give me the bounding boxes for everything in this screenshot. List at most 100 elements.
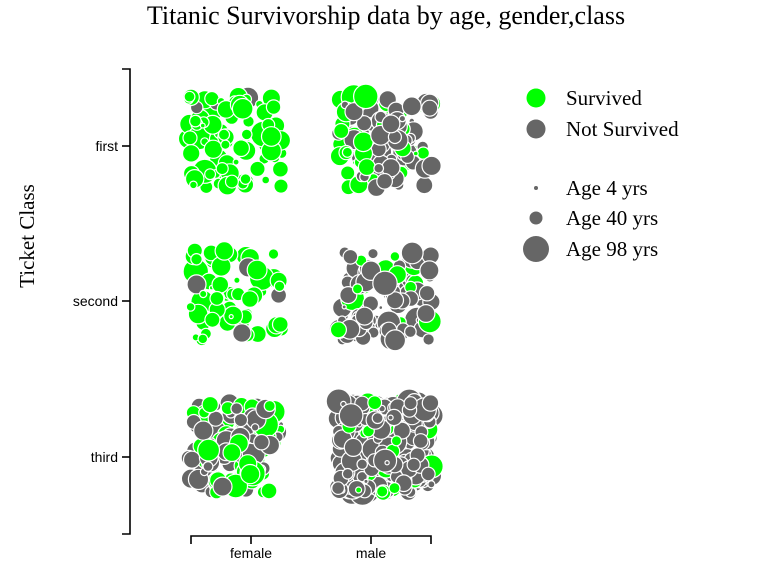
not-survived-bubble bbox=[355, 115, 373, 132]
survived-bubble bbox=[341, 146, 353, 158]
not-survived-bubble bbox=[371, 412, 384, 425]
y-tick-label-first: first bbox=[95, 138, 118, 154]
survived-bubble bbox=[240, 128, 253, 141]
survived-bubble bbox=[390, 435, 402, 447]
not-survived-bubble bbox=[373, 162, 385, 174]
survived-bubble bbox=[204, 90, 220, 107]
not-survived-bubble bbox=[212, 476, 233, 497]
survived-bubble bbox=[351, 283, 364, 295]
x-tick-label-female: female bbox=[230, 545, 272, 561]
survived-bubble bbox=[352, 83, 379, 110]
survived-bubble bbox=[197, 333, 209, 345]
survived-bubble bbox=[182, 130, 198, 146]
bubble-group-female-third bbox=[180, 393, 288, 500]
survived-bubble bbox=[261, 175, 271, 185]
survived-bubble bbox=[263, 399, 276, 413]
survived-bubble bbox=[240, 290, 259, 309]
not-survived-bubble bbox=[233, 412, 249, 428]
not-survived-bubble bbox=[385, 291, 405, 310]
not-survived-bubble bbox=[384, 460, 390, 466]
survived-bubble bbox=[190, 252, 203, 266]
not-survived-bubble bbox=[230, 402, 244, 416]
legend-swatch-survived bbox=[526, 88, 546, 108]
legend-swatch-not-survived bbox=[526, 119, 546, 139]
not-survived-bubble bbox=[418, 284, 436, 302]
not-survived-bubble bbox=[384, 329, 407, 352]
legend-size-swatch-4 bbox=[534, 186, 538, 190]
survived-bubble bbox=[249, 160, 266, 178]
not-survived-bubble bbox=[381, 114, 401, 134]
survived-bubble bbox=[185, 302, 196, 312]
not-survived-bubble bbox=[341, 304, 347, 310]
not-survived-bubble bbox=[412, 433, 429, 449]
not-survived-bubble bbox=[400, 241, 424, 265]
legend-size-swatch-40 bbox=[529, 211, 543, 225]
not-survived-bubble bbox=[342, 248, 359, 265]
survived-bubble bbox=[273, 178, 289, 194]
survived-bubble bbox=[199, 122, 206, 129]
not-survived-bubble bbox=[354, 306, 375, 326]
not-survived-bubble bbox=[373, 448, 398, 473]
survived-bubble bbox=[239, 463, 261, 485]
legend-size-swatch-98 bbox=[523, 236, 549, 262]
not-survived-bubble bbox=[392, 421, 411, 440]
not-survived-bubble bbox=[385, 408, 403, 427]
survived-bubble bbox=[217, 128, 231, 141]
legend-label-not-survived: Not Survived bbox=[566, 117, 679, 141]
survived-bubble bbox=[231, 97, 254, 120]
survived-bubble bbox=[232, 158, 240, 166]
x-axis-line bbox=[190, 535, 432, 544]
survived-bubble bbox=[376, 485, 389, 498]
survived-bubble bbox=[222, 443, 242, 463]
survived-bubble bbox=[357, 158, 376, 177]
survived-bubble bbox=[355, 486, 363, 494]
survived-bubble bbox=[246, 259, 268, 281]
axis-ticks: first second third female male bbox=[73, 138, 387, 561]
not-survived-bubble bbox=[419, 260, 440, 281]
not-survived-bubble bbox=[406, 457, 421, 472]
legend-size-label-40: Age 40 yrs bbox=[566, 206, 658, 230]
survived-bubble bbox=[181, 144, 201, 163]
legend-label-survived: Survived bbox=[566, 86, 642, 110]
chart-title: Titanic Survivorship data by age, gender… bbox=[147, 1, 625, 30]
legend-size-label-4: Age 4 yrs bbox=[566, 176, 648, 200]
survived-bubble bbox=[224, 174, 239, 189]
not-survived-bubble bbox=[372, 270, 398, 297]
not-survived-bubble bbox=[344, 102, 364, 122]
not-survived-bubble bbox=[421, 99, 439, 117]
survived-bubble bbox=[183, 90, 196, 103]
not-survived-bubble bbox=[253, 433, 270, 451]
survived-bubble bbox=[197, 438, 221, 462]
bubble-layer bbox=[177, 83, 444, 506]
survived-bubble bbox=[204, 311, 221, 328]
survived-bubble bbox=[389, 251, 401, 262]
not-survived-bubble bbox=[186, 274, 207, 295]
not-survived-bubble bbox=[356, 458, 368, 470]
survived-bubble bbox=[188, 114, 202, 128]
survived-bubble bbox=[211, 275, 230, 294]
survived-bubble bbox=[215, 162, 229, 176]
bubble-group-female-second bbox=[182, 241, 290, 347]
not-survived-bubble bbox=[422, 333, 435, 346]
not-survived-bubble bbox=[404, 325, 417, 339]
y-tick-label-third: third bbox=[91, 449, 118, 465]
not-survived-bubble bbox=[420, 466, 436, 482]
survived-bubble bbox=[198, 289, 208, 299]
not-survived-bubble bbox=[421, 155, 442, 177]
not-survived-bubble bbox=[387, 414, 394, 421]
survived-bubble bbox=[333, 122, 350, 140]
not-survived-bubble bbox=[415, 176, 434, 195]
bubble-group-male-second bbox=[328, 241, 442, 352]
bubble-group-male-third bbox=[325, 388, 444, 506]
not-survived-bubble bbox=[341, 467, 354, 480]
not-survived-bubble bbox=[416, 304, 436, 324]
not-survived-bubble bbox=[338, 403, 364, 428]
x-axis bbox=[190, 535, 432, 544]
not-survived-bubble bbox=[427, 480, 436, 489]
legend: Survived Not Survived Age 4 yrs Age 40 yrs A… bbox=[523, 86, 679, 262]
survived-bubble bbox=[232, 139, 251, 158]
survived-bubble bbox=[233, 276, 241, 284]
not-survived-bubble bbox=[363, 478, 369, 485]
survived-bubble bbox=[271, 160, 289, 178]
